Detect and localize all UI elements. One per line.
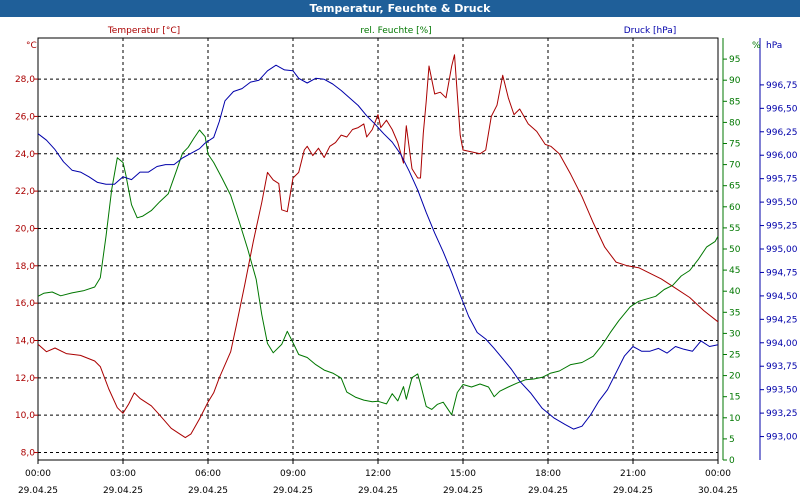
humidity-tick-label: 30 bbox=[729, 329, 741, 339]
humidity-series-line bbox=[37, 129, 719, 416]
temperature-tick-label: 26,0 bbox=[15, 112, 35, 122]
temperature-unit-label: °C bbox=[26, 41, 37, 51]
x-tick-label-date: 29.04.25 bbox=[273, 486, 313, 496]
chart-canvas: 00:00 29.04.25 03:00 29.04.25 06:00 29.04.25 0… bbox=[15, 26, 798, 496]
x-tick-label-time: 21:00 bbox=[620, 469, 646, 479]
x-tick-label-time: 12:00 bbox=[365, 469, 391, 479]
temperature-tick-label: 16,0 bbox=[15, 299, 35, 309]
temperature-series-line bbox=[37, 54, 719, 439]
humidity-tick-label: 0 bbox=[729, 456, 735, 466]
pressure-tick-label: 996,75 bbox=[766, 81, 798, 91]
x-tick-label-date: 29.04.25 bbox=[103, 486, 143, 496]
pressure-tick-label: 994,75 bbox=[766, 268, 798, 278]
humidity-tick-label: 45 bbox=[729, 266, 740, 276]
humidity-tick-label: 40 bbox=[729, 287, 741, 297]
pressure-tick-label: 996,25 bbox=[766, 128, 798, 138]
humidity-tick-label: 35 bbox=[729, 308, 740, 318]
temperature-tick-label: 28,0 bbox=[15, 75, 35, 85]
temperature-tick-label: 22,0 bbox=[15, 187, 35, 197]
humidity-tick-label: 5 bbox=[729, 435, 735, 445]
x-tick-label-date: 30.04.25 bbox=[698, 486, 738, 496]
temperature-tick-label: 18,0 bbox=[15, 262, 35, 272]
pressure-tick-label: 993,50 bbox=[766, 386, 798, 396]
humidity-tick-label: 25 bbox=[729, 351, 740, 361]
x-tick-label-date: 29.04.25 bbox=[18, 486, 58, 496]
pressure-tick-label: 993,00 bbox=[766, 433, 798, 443]
x-tick-label-time: 09:00 bbox=[280, 469, 306, 479]
pressure-tick-label: 995,50 bbox=[766, 198, 798, 208]
pressure-unit-label: hPa bbox=[766, 41, 782, 51]
humidity-tick-label: 15 bbox=[729, 393, 740, 403]
x-tick-label-time: 18:00 bbox=[535, 469, 561, 479]
pressure-axis-title: Druck [hPa] bbox=[624, 26, 677, 36]
humidity-tick-label: 20 bbox=[729, 372, 741, 382]
temperature-tick-label: 24,0 bbox=[15, 150, 35, 160]
pressure-tick-label: 996,50 bbox=[766, 104, 798, 114]
humidity-tick-label: 75 bbox=[729, 140, 740, 150]
chart-title: Temperatur, Feuchte & Druck bbox=[0, 0, 800, 17]
x-tick-label-date: 29.04.25 bbox=[358, 486, 398, 496]
pressure-tick-label: 996,00 bbox=[766, 151, 798, 161]
humidity-tick-label: 65 bbox=[729, 182, 740, 192]
x-tick-label-time: 15:00 bbox=[450, 469, 476, 479]
temperature-tick-label: 12,0 bbox=[15, 374, 35, 384]
temperature-tick-label: 8,0 bbox=[21, 449, 36, 459]
pressure-tick-label: 995,25 bbox=[766, 222, 798, 232]
temperature-tick-label: 20,0 bbox=[15, 224, 35, 234]
x-tick-label-time: 03:00 bbox=[110, 469, 136, 479]
pressure-series-line bbox=[37, 64, 719, 430]
humidity-tick-label: 50 bbox=[729, 245, 741, 255]
pressure-tick-label: 995,75 bbox=[766, 175, 798, 185]
x-tick-label-date: 29.04.25 bbox=[188, 486, 228, 496]
pressure-tick-label: 994,00 bbox=[766, 339, 798, 349]
humidity-tick-label: 85 bbox=[729, 97, 740, 107]
temperature-tick-label: 14,0 bbox=[15, 336, 35, 346]
pressure-tick-label: 994,25 bbox=[766, 315, 798, 325]
humidity-tick-label: 55 bbox=[729, 224, 740, 234]
humidity-tick-label: 80 bbox=[729, 118, 741, 128]
temperature-tick-label: 10,0 bbox=[15, 411, 35, 421]
x-tick-label-time: 00:00 bbox=[25, 469, 51, 479]
x-tick-label-date: 29.04.25 bbox=[443, 486, 483, 496]
x-tick-label-date: 29.04.25 bbox=[613, 486, 653, 496]
humidity-tick-label: 60 bbox=[729, 203, 741, 213]
x-tick-label-time: 00:00 bbox=[705, 469, 731, 479]
humidity-tick-label: 10 bbox=[729, 414, 741, 424]
x-tick-label-date: 29.04.25 bbox=[528, 486, 568, 496]
temperature-axis-title: Temperatur [°C] bbox=[107, 26, 180, 36]
pressure-tick-label: 995,00 bbox=[766, 245, 798, 255]
humidity-tick-label: 95 bbox=[729, 55, 740, 65]
humidity-unit-label: % bbox=[752, 41, 761, 51]
pressure-tick-label: 993,25 bbox=[766, 409, 798, 419]
humidity-axis-title: rel. Feuchte [%] bbox=[360, 26, 431, 36]
x-tick-label-time: 06:00 bbox=[195, 469, 221, 479]
pressure-tick-label: 994,50 bbox=[766, 292, 798, 302]
pressure-tick-label: 993,75 bbox=[766, 362, 798, 372]
humidity-tick-label: 70 bbox=[729, 161, 741, 171]
humidity-tick-label: 90 bbox=[729, 76, 741, 86]
